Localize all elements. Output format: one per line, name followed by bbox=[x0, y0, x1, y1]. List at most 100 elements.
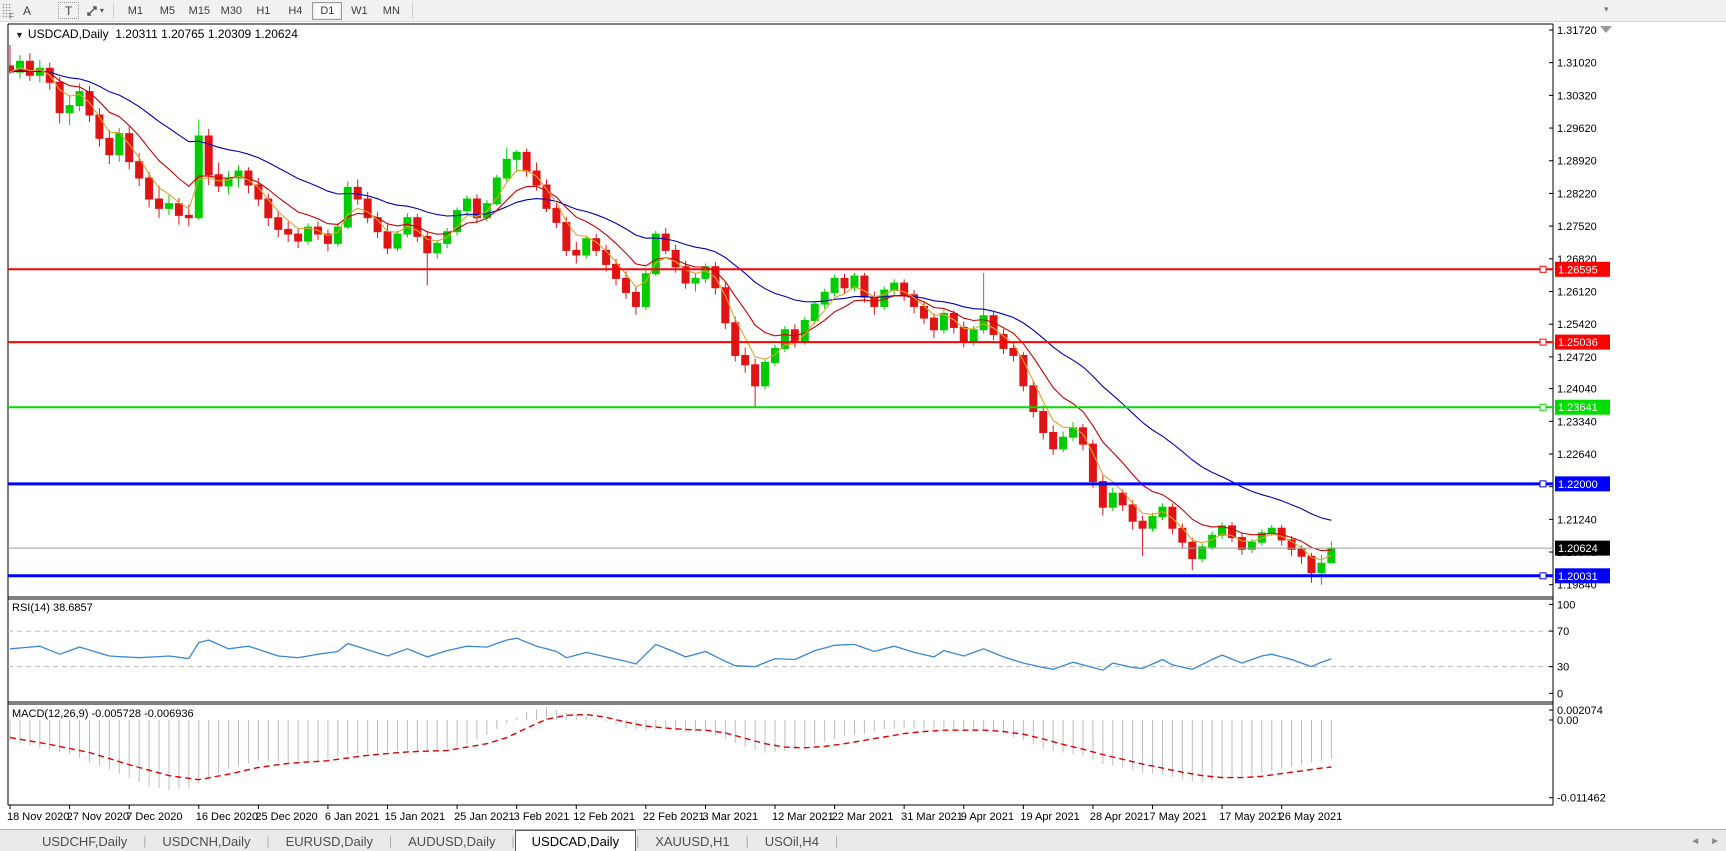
text-tool-button[interactable]: T bbox=[58, 2, 80, 19]
svg-text:1.24040: 1.24040 bbox=[1557, 384, 1597, 396]
hline-1.23641[interactable]: 1.23641 bbox=[8, 399, 1610, 415]
tab-separator: | bbox=[636, 834, 640, 848]
tab-scroll-controls: ◄ ► bbox=[1690, 830, 1720, 851]
date-label: 19 Apr 2021 bbox=[1020, 811, 1079, 823]
tab-separator: | bbox=[834, 834, 839, 848]
svg-text:1.31020: 1.31020 bbox=[1557, 58, 1597, 70]
svg-text:1.31720: 1.31720 bbox=[1557, 25, 1597, 37]
macd-axis-label: 0.00 bbox=[1557, 715, 1578, 727]
hline-1.26595[interactable]: 1.26595 bbox=[8, 261, 1610, 277]
svg-text:1.25420: 1.25420 bbox=[1557, 319, 1597, 331]
date-label: 18 Nov 2020 bbox=[7, 811, 69, 823]
grip-f-label: F bbox=[9, 12, 14, 21]
date-label: 7 Dec 2020 bbox=[126, 811, 182, 823]
toolbar-separator bbox=[113, 2, 115, 19]
tab-usdcad[interactable]: USDCAD,Daily bbox=[514, 830, 637, 851]
svg-text:1.20031: 1.20031 bbox=[1558, 571, 1598, 583]
ma-medium-line bbox=[9, 69, 1332, 552]
rsi-line bbox=[9, 637, 1332, 671]
date-label: 26 May 2021 bbox=[1279, 811, 1343, 823]
toolbar-separator bbox=[412, 2, 414, 19]
toolbar-grip-icon[interactable]: F bbox=[2, 3, 14, 21]
tab-eurusd[interactable]: EURUSD,Daily bbox=[285, 833, 374, 849]
chart-dropdown-icon[interactable]: ▼ bbox=[15, 30, 24, 40]
macd-indicator-label: MACD(12,26,9) -0.005728 -0.006936 bbox=[12, 708, 194, 720]
chart-ohlc-values: 1.20311 1.20765 1.20309 1.20624 bbox=[115, 27, 298, 41]
hline-1.20031[interactable]: 1.20031 bbox=[8, 568, 1610, 584]
diagonal-arrows-icon bbox=[87, 5, 97, 16]
macd-axis-label: -0.011462 bbox=[1557, 793, 1606, 805]
tab-usoil[interactable]: USOil,H4 bbox=[764, 833, 819, 849]
symbol-tab-bar: USDCHF,Daily | USDCNH,Daily | EURUSD,Daily | A… bbox=[0, 829, 1726, 851]
draw-arrows-tool-button[interactable]: ▾ bbox=[81, 2, 107, 19]
date-label: 27 Nov 2020 bbox=[67, 811, 129, 823]
timeframe-m1-button[interactable]: M1 bbox=[127, 4, 143, 17]
svg-text:1.20624: 1.20624 bbox=[1558, 543, 1598, 555]
tab-usdchf[interactable]: USDCHF,Daily bbox=[42, 833, 128, 849]
chart-shift-marker-icon[interactable] bbox=[1600, 26, 1612, 33]
rsi-axis-label: 100 bbox=[1557, 599, 1575, 611]
date-label: 17 May 2021 bbox=[1219, 811, 1283, 823]
date-label: 3 Feb 2021 bbox=[514, 811, 570, 823]
svg-text:1.29620: 1.29620 bbox=[1557, 123, 1597, 135]
timeframe-m5-button[interactable]: M5 bbox=[159, 4, 175, 17]
date-label: 3 Mar 2021 bbox=[702, 811, 758, 823]
rsi-indicator-label: RSI(14) 38.6857 bbox=[12, 602, 93, 614]
date-label: 16 Dec 2020 bbox=[196, 811, 258, 823]
rsi-axis-label: 30 bbox=[1557, 662, 1569, 674]
toolbar-overflow-icon[interactable]: ▾ bbox=[1604, 4, 1609, 14]
symbol-tabs: USDCHF,Daily | USDCNH,Daily | EURUSD,Daily | A… bbox=[0, 830, 838, 851]
tab-xauusd[interactable]: XAUUSD,H1 bbox=[655, 833, 730, 849]
date-label: 12 Mar 2021 bbox=[772, 811, 834, 823]
timeframe-buttons: M1 M5 M15 M30 H1 H4 D1 W1 MN bbox=[119, 1, 407, 20]
timeframe-h4-button[interactable]: H4 bbox=[288, 4, 303, 17]
svg-text:1.28920: 1.28920 bbox=[1557, 156, 1597, 168]
svg-text:1.24720: 1.24720 bbox=[1557, 352, 1597, 364]
ma-slow-line bbox=[9, 70, 1332, 521]
svg-text:1.22000: 1.22000 bbox=[1558, 479, 1598, 491]
timeframe-mn-button[interactable]: MN bbox=[382, 4, 400, 17]
date-label: 7 May 2021 bbox=[1150, 811, 1207, 823]
macd-axis-label: 0.002074 bbox=[1557, 705, 1603, 717]
tab-separator: | bbox=[745, 834, 749, 848]
dropdown-caret-icon: ▾ bbox=[99, 6, 104, 15]
date-label: 28 Apr 2021 bbox=[1090, 811, 1149, 823]
rsi-axis-label: 70 bbox=[1557, 626, 1569, 638]
timeframe-d1-button[interactable]: D1 bbox=[312, 1, 343, 20]
svg-text:1.26120: 1.26120 bbox=[1557, 286, 1597, 298]
timeframe-w1-button[interactable]: W1 bbox=[351, 4, 368, 17]
svg-text:1.27520: 1.27520 bbox=[1557, 221, 1597, 233]
date-label: 12 Feb 2021 bbox=[573, 811, 635, 823]
timeframe-m15-button[interactable]: M15 bbox=[188, 4, 211, 17]
date-label: 31 Mar 2021 bbox=[901, 811, 963, 823]
tab-separator: | bbox=[389, 834, 393, 848]
date-label: 22 Mar 2021 bbox=[832, 811, 894, 823]
tab-audusd[interactable]: AUDUSD,Daily bbox=[408, 833, 496, 849]
svg-text:1.30320: 1.30320 bbox=[1557, 90, 1597, 102]
date-label: 15 Jan 2021 bbox=[385, 811, 446, 823]
chart-title[interactable]: ▼ USDCAD,Daily 1.20311 1.20765 1.20309 1.… bbox=[12, 27, 301, 41]
toolbar: F A T ▾ M1 M5 M15 M30 H1 H4 D1 W1 MN ▾ bbox=[0, 0, 1726, 22]
timeframe-h1-button[interactable]: H1 bbox=[256, 4, 271, 17]
cursor-tool-button[interactable]: A bbox=[16, 2, 38, 19]
hline-1.22000[interactable]: 1.22000 bbox=[8, 476, 1610, 492]
tab-scroll-right-icon[interactable]: ► bbox=[1710, 835, 1720, 847]
rsi-axis-label: 0 bbox=[1557, 688, 1563, 700]
svg-text:1.22640: 1.22640 bbox=[1557, 449, 1597, 461]
ma-fast-line bbox=[9, 67, 1332, 561]
hline-1.25036[interactable]: 1.25036 bbox=[8, 334, 1610, 350]
date-label: 25 Dec 2020 bbox=[255, 811, 317, 823]
svg-text:1.26595: 1.26595 bbox=[1558, 264, 1598, 276]
timeframe-m30-button[interactable]: M30 bbox=[220, 4, 243, 17]
svg-text:1.25036: 1.25036 bbox=[1558, 337, 1598, 349]
tab-scroll-left-icon[interactable]: ◄ bbox=[1690, 835, 1701, 847]
candlesticks[interactable] bbox=[7, 44, 1336, 585]
svg-text:1.23641: 1.23641 bbox=[1558, 402, 1598, 414]
tab-separator: | bbox=[266, 834, 270, 848]
tab-usdcnh[interactable]: USDCNH,Daily bbox=[162, 833, 251, 849]
macd-signal-line bbox=[9, 713, 1332, 781]
svg-text:1.23340: 1.23340 bbox=[1557, 416, 1597, 428]
